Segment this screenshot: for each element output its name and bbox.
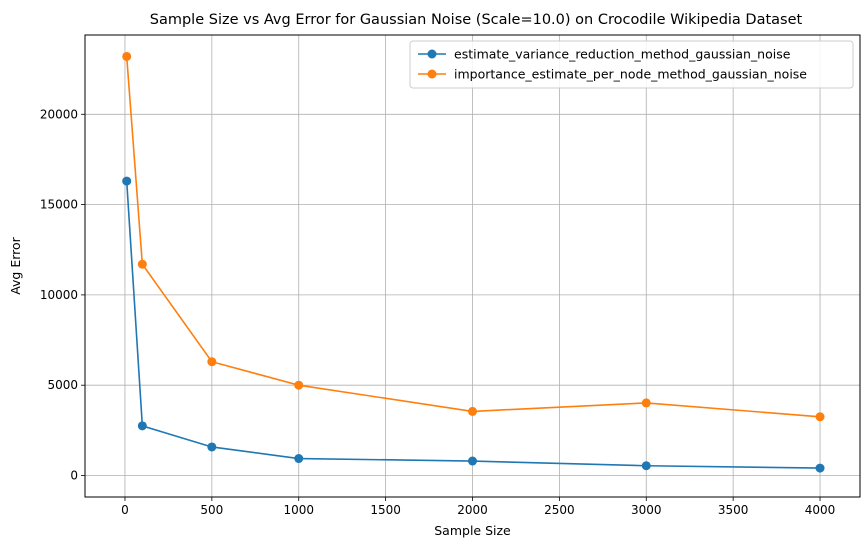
data-point	[122, 176, 132, 186]
grid-lines	[85, 35, 860, 497]
x-tick-label: 0	[121, 503, 129, 517]
x-tick-label: 1500	[370, 503, 401, 517]
chart-title: Sample Size vs Avg Error for Gaussian No…	[150, 12, 803, 28]
y-tick-label: 15000	[40, 198, 78, 212]
y-tick-label: 10000	[40, 288, 78, 302]
legend: estimate_variance_reduction_method_gauss…	[409, 40, 854, 89]
x-tick-label: 4000	[805, 503, 836, 517]
data-point	[641, 398, 651, 408]
data-point	[122, 51, 132, 61]
data-point	[207, 442, 217, 452]
x-tick-label: 2000	[457, 503, 488, 517]
x-tick-label: 500	[200, 503, 223, 517]
legend-marker	[427, 49, 437, 59]
data-point	[137, 421, 147, 431]
data-point	[468, 406, 477, 416]
legend-entry: estimate_variance_reduction_method_gauss…	[454, 47, 791, 62]
data-point	[815, 412, 825, 422]
y-tick-label: 5000	[47, 378, 78, 392]
series-layer	[122, 51, 825, 473]
data-point	[137, 259, 147, 269]
y-tick-label: 20000	[40, 107, 78, 121]
x-tick-label: 3000	[631, 503, 662, 517]
y-tick-label: 0	[70, 469, 78, 483]
data-point	[815, 463, 825, 473]
legend-marker	[427, 69, 437, 79]
data-point	[641, 461, 651, 471]
x-tick-label: 2500	[544, 503, 575, 517]
data-point	[468, 456, 477, 466]
y-axis: 0 5000 10000 15000 20000	[40, 107, 85, 483]
legend-box	[409, 40, 854, 89]
series-line	[125, 181, 821, 469]
data-point	[207, 357, 217, 367]
series-line	[125, 56, 821, 418]
x-tick-label: 3500	[718, 503, 749, 517]
data-point	[294, 380, 304, 390]
series-2	[122, 51, 825, 422]
y-axis-label: Avg Error	[8, 236, 23, 294]
series-1	[122, 176, 825, 473]
data-point	[294, 454, 304, 464]
legend-entry: importance_estimate_per_node_method_gaus…	[454, 67, 807, 82]
x-tick-label: 1000	[283, 503, 314, 517]
x-axis-label: Sample Size	[434, 523, 511, 538]
x-axis: 0 500 1000 1500 2000 2500 3000 3500 4000	[121, 497, 835, 517]
